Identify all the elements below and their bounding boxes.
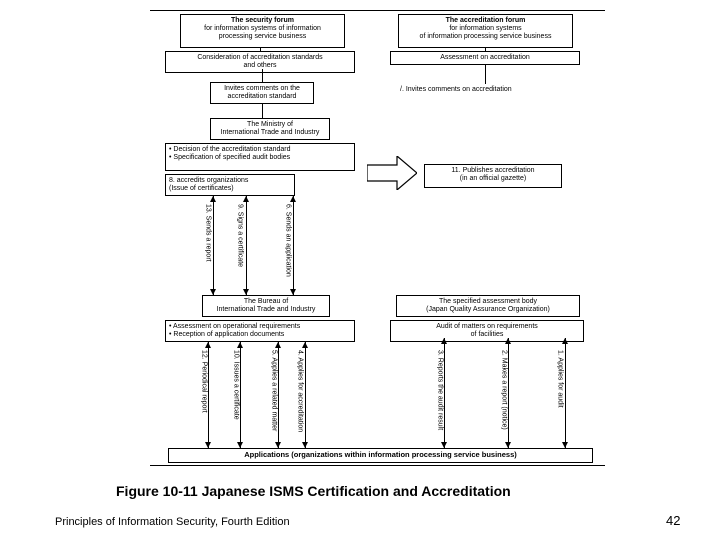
arrowhead-icon (441, 338, 447, 344)
vlabel-v3: 3. Reports the audit result (436, 350, 444, 430)
arrowhead-icon (505, 442, 511, 448)
arrowhead-icon (210, 289, 216, 295)
arrowhead-icon (243, 196, 249, 202)
arrowhead-icon (243, 289, 249, 295)
connector-line-4 (262, 69, 263, 82)
connector-line-0 (150, 10, 605, 11)
vlabel-v12: 12. Periodical report (200, 350, 208, 413)
box-ministry: The Ministry ofInternational Trade and I… (210, 118, 330, 140)
connector-line-2 (260, 48, 261, 51)
connector-line-14 (444, 338, 445, 448)
vlabel-v9: 9. Signs a certificate (236, 204, 244, 267)
connector-line-5 (485, 64, 486, 84)
box-assessment_acc: Assessment on accreditation (390, 51, 580, 65)
connector-line-15 (508, 338, 509, 448)
arrowhead-icon (275, 442, 281, 448)
arrowhead-icon (205, 342, 211, 348)
connector-line-10 (208, 342, 209, 448)
connector-line-1 (150, 465, 605, 466)
vlabel-v13: 13. Sends a report (204, 204, 212, 262)
box-accred_forum: The accreditation forumfor information s… (398, 14, 573, 48)
vlabel-v2: 2. Makes a report (notice) (500, 350, 508, 430)
figure-caption: Figure 10-11 Japanese ISMS Certification… (116, 483, 511, 499)
box-accredits: 8. accredits organizations(Issue of cert… (165, 174, 295, 196)
arrowhead-icon (290, 196, 296, 202)
box-applications: Applications (organizations within infor… (168, 448, 593, 463)
arrowhead-icon (237, 442, 243, 448)
arrowhead-icon (275, 342, 281, 348)
arrowhead-icon (441, 442, 447, 448)
connector-line-12 (278, 342, 279, 448)
arrowhead-icon (210, 196, 216, 202)
arrowhead-icon (562, 442, 568, 448)
box-spec_body: The specified assessment body(Japan Qual… (396, 295, 580, 317)
block-arrow-icon (367, 156, 417, 190)
connector-line-9 (293, 196, 294, 295)
arrowhead-icon (237, 342, 243, 348)
vlabel-v10: 10. Issues a certificate (232, 350, 240, 420)
box-audit_matters: Audit of matters on requirementsof facil… (390, 320, 584, 342)
arrowhead-icon (562, 338, 568, 344)
connector-line-7 (213, 196, 214, 295)
arrowhead-icon (505, 338, 511, 344)
connector-line-3 (485, 48, 486, 51)
connector-line-8 (246, 196, 247, 295)
vlabel-v4: 4. Applies for accreditation (296, 350, 304, 432)
footer-book-title: Principles of Information Security, Four… (55, 516, 290, 528)
box-decision: • Decision of the accreditation standard… (165, 143, 355, 171)
box-publishes: 11. Publishes accreditation(in an offici… (424, 164, 562, 188)
box-invites_left: Invites comments on theaccreditation sta… (210, 82, 314, 104)
vlabel-v5: 5. Applies a related matter (270, 350, 278, 431)
label-invites_right: /. Invites comments on accreditation (400, 86, 512, 94)
box-bureau: The Bureau ofInternational Trade and Ind… (202, 295, 330, 317)
arrowhead-icon (290, 289, 296, 295)
footer-page-number: 42 (666, 513, 680, 528)
vlabel-v1: 1. Applies for audit (556, 350, 564, 408)
connector-line-16 (565, 338, 566, 448)
arrowhead-icon (205, 442, 211, 448)
box-consideration: Consideration of accreditation standards… (165, 51, 355, 73)
connector-line-11 (240, 342, 241, 448)
box-security_forum: The security forumfor information system… (180, 14, 345, 48)
vlabel-v6: 6. Sends an application (284, 204, 292, 277)
connector-line-6 (262, 104, 263, 118)
box-assess_op: • Assessment on operational requirements… (165, 320, 355, 342)
arrowhead-icon (302, 342, 308, 348)
connector-line-13 (305, 342, 306, 448)
arrowhead-icon (302, 442, 308, 448)
